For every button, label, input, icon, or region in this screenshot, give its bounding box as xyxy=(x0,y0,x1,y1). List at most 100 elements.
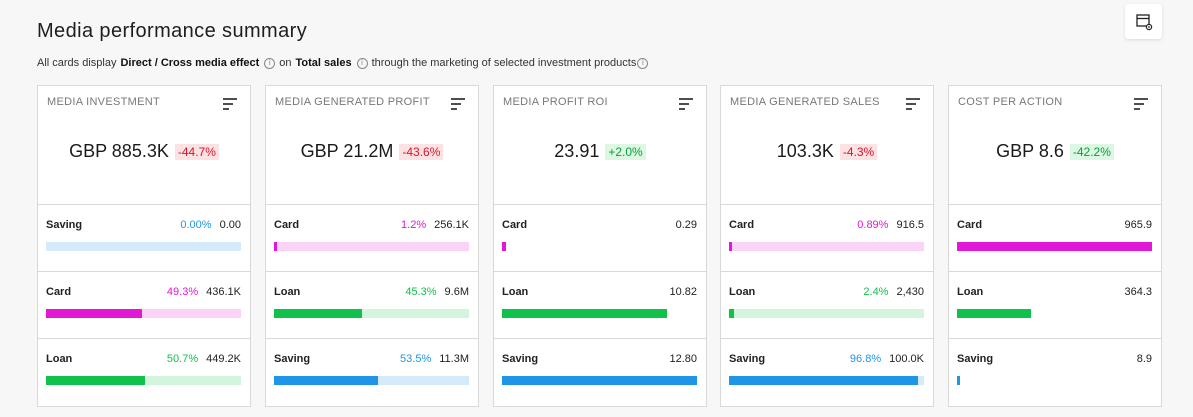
sort-icon[interactable] xyxy=(451,98,465,110)
product-label: Card xyxy=(729,219,755,231)
info-icon[interactable]: i xyxy=(264,57,276,69)
product-label: Loan xyxy=(729,286,756,298)
product-row: Saving 12.80 xyxy=(494,339,706,406)
metric-change-badge: -44.7% xyxy=(174,143,219,160)
metric-card: MEDIA PROFIT ROI 23.91 +2.0% Card 0.29 xyxy=(493,85,707,407)
sort-icon[interactable] xyxy=(679,98,693,110)
product-label: Saving xyxy=(46,219,83,231)
sort-icon[interactable] xyxy=(1134,98,1148,110)
product-row: Saving 96.8% 100.0K xyxy=(721,339,933,406)
product-share: 0.89% xyxy=(857,219,889,231)
product-bar-fill xyxy=(729,376,918,385)
info-icon[interactable]: i xyxy=(356,57,368,69)
product-bar-track xyxy=(957,309,1152,318)
product-share: 50.7% xyxy=(166,353,199,365)
product-value: 0.00 xyxy=(219,219,241,231)
product-bar-track xyxy=(502,242,697,251)
product-label: Card xyxy=(502,219,528,231)
card-title: MEDIA INVESTMENT xyxy=(47,96,160,108)
metric-value: GBP 885.3K xyxy=(69,141,169,161)
subtitle-prefix: All cards display xyxy=(37,57,117,69)
product-share: 0.00% xyxy=(180,219,212,231)
metric-card: MEDIA INVESTMENT GBP 885.3K -44.7% Savin… xyxy=(37,85,251,407)
product-share: 45.3% xyxy=(405,286,437,298)
product-row: Loan 50.7% 449.2K xyxy=(38,339,250,406)
product-share: 96.8% xyxy=(849,353,882,365)
effect-selector[interactable]: Direct / Cross media effect xyxy=(120,57,260,69)
product-bar-fill xyxy=(502,242,507,251)
product-share: 2.4% xyxy=(863,286,889,298)
product-bar-track xyxy=(46,376,241,385)
metric-card: MEDIA GENERATED PROFIT GBP 21.2M -43.6% … xyxy=(265,85,479,407)
product-label: Saving xyxy=(957,353,994,365)
product-label: Saving xyxy=(729,353,766,365)
product-bar-track xyxy=(46,309,241,318)
product-bar-track xyxy=(729,376,924,385)
product-value: 2,430 xyxy=(896,286,924,298)
page-title: Media performance summary xyxy=(37,20,308,42)
sort-icon[interactable] xyxy=(223,98,237,110)
product-label: Card xyxy=(46,286,72,298)
product-bar-fill xyxy=(502,309,667,318)
product-label: Card xyxy=(274,219,300,231)
card-title: MEDIA PROFIT ROI xyxy=(503,96,608,108)
product-row: Card 49.3% 436.1K xyxy=(38,272,250,339)
product-row: Saving 53.5% 11.3M xyxy=(266,339,478,406)
product-bar-fill xyxy=(957,242,1152,251)
product-bar-track xyxy=(957,242,1152,251)
product-value: 916.5 xyxy=(896,219,924,231)
product-label: Loan xyxy=(502,286,529,298)
product-share: 49.3% xyxy=(166,286,199,298)
card-header: MEDIA PROFIT ROI 23.91 +2.0% xyxy=(494,86,706,205)
table-settings-button[interactable] xyxy=(1125,4,1162,39)
card-title: MEDIA GENERATED PROFIT xyxy=(275,96,430,108)
product-row: Saving 0.00% 0.00 xyxy=(38,205,250,272)
metric-card: MEDIA GENERATED SALES 103.3K -4.3% Card … xyxy=(720,85,934,407)
product-bar-fill xyxy=(46,309,143,318)
product-label: Saving xyxy=(502,353,539,365)
product-row: Loan 2.4% 2,430 xyxy=(721,272,933,339)
product-bar-track xyxy=(957,376,1152,385)
metric-value: 103.3K xyxy=(776,141,834,161)
product-bar-track xyxy=(46,242,241,251)
product-label: Loan xyxy=(46,353,73,365)
metric-change-badge: -4.3% xyxy=(839,143,878,160)
info-icon[interactable]: i xyxy=(637,57,649,69)
product-value: 0.29 xyxy=(675,219,697,231)
product-value: 12.80 xyxy=(669,353,697,365)
product-bar-track xyxy=(502,376,697,385)
product-label: Saving xyxy=(274,353,311,365)
card-title: MEDIA GENERATED SALES xyxy=(730,96,880,108)
product-bar-fill xyxy=(46,376,145,385)
product-row: Loan 45.3% 9.6M xyxy=(266,272,478,339)
subtitle-on: on xyxy=(279,57,292,69)
metric-change-badge: -42.2% xyxy=(1069,143,1114,160)
card-header: COST PER ACTION GBP 8.6 -42.2% xyxy=(949,86,1161,205)
product-bar-fill xyxy=(274,242,277,251)
sort-icon[interactable] xyxy=(906,98,920,110)
metric-selector[interactable]: Total sales xyxy=(295,57,352,69)
product-share: 1.2% xyxy=(401,219,427,231)
product-row: Card 0.89% 916.5 xyxy=(721,205,933,272)
product-bar-fill xyxy=(729,242,732,251)
product-value: 449.2K xyxy=(206,353,241,365)
product-bar-fill xyxy=(502,376,697,385)
product-bar-track xyxy=(729,309,924,318)
product-bar-track xyxy=(502,309,697,318)
product-bar-track xyxy=(274,242,469,251)
product-value: 10.82 xyxy=(669,286,697,298)
product-row: Card 965.9 xyxy=(949,205,1161,272)
product-bar-fill xyxy=(274,309,363,318)
product-bar-fill xyxy=(957,309,1031,318)
product-value: 965.9 xyxy=(1124,219,1152,231)
product-row: Loan 10.82 xyxy=(494,272,706,339)
product-bar-fill xyxy=(957,376,960,385)
product-value: 100.0K xyxy=(889,353,924,365)
card-header: MEDIA GENERATED SALES 103.3K -4.3% xyxy=(721,86,933,205)
card-header: MEDIA INVESTMENT GBP 885.3K -44.7% xyxy=(38,86,250,205)
product-row: Card 0.29 xyxy=(494,205,706,272)
metric-value: 23.91 xyxy=(554,141,600,161)
table-settings-icon xyxy=(1135,13,1152,30)
product-value: 9.6M xyxy=(444,286,469,298)
metric-value: GBP 8.6 xyxy=(996,141,1064,161)
